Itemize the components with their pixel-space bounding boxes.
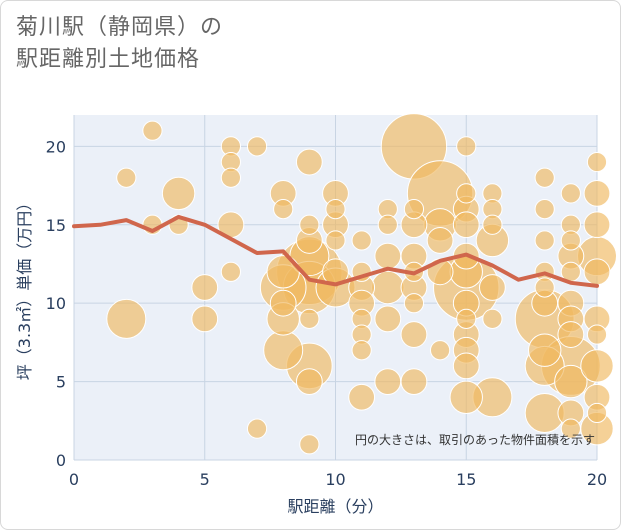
bubble-point [246,418,268,439]
bubble-point [482,214,503,235]
x-tick-label: 5 [200,470,210,489]
chart-title: 菊川駅（静岡県）の 駅距離別土地価格 [16,12,223,76]
bubble-point [479,274,506,301]
bubble-point [325,230,346,251]
x-axis-ticks: 0 5 10 15 20 [69,470,607,489]
bubble-point [266,255,300,289]
bubble-point [400,368,428,395]
bubble-point [351,340,372,361]
bubble-point [400,321,428,348]
bubble-point [263,330,304,371]
bubble-point [449,380,483,414]
y-tick-label: 10 [46,294,66,313]
bubble-point [583,180,611,207]
bubble-point [403,293,425,314]
bubble-point [534,167,555,188]
bubble-point [191,305,219,333]
bubble-point [528,333,562,367]
bubble-point [325,198,346,220]
bubble-point [403,198,425,220]
bubble-point [374,368,402,395]
bubble-point [299,434,320,455]
y-tick-label: 0 [56,451,66,470]
bubble-point [161,176,196,211]
bubble-point [273,198,294,220]
bubble-point [220,261,241,282]
y-tick-label: 15 [46,216,66,235]
bubble-point [106,298,147,339]
x-tick-label: 10 [325,470,345,489]
bubble-point [191,274,219,301]
bubble-point [557,321,585,348]
bubble-point [299,308,320,329]
bubble-point [374,242,402,270]
bubble-point [560,183,581,204]
bubble-point [371,270,405,305]
bubble-point [374,305,402,333]
bubble-point [116,167,137,188]
bubble-point [456,183,477,204]
bubble-point [348,383,376,411]
bubble-point [377,214,398,235]
bubble-point [554,364,588,399]
bubble-point [295,148,323,176]
chart-title-line1: 菊川駅（静岡県）の [16,15,224,40]
bubble-point [246,136,268,157]
bubble-point [220,167,241,188]
y-axis-ticks: 0 5 10 15 20 [46,137,66,470]
bubble-point [583,211,611,239]
bubble-point [586,402,608,424]
bubble-point [534,230,555,251]
y-axis-title: 坪（3.3㎡）単価（万円） [15,195,34,380]
x-tick-label: 15 [456,470,476,489]
bubble-point [580,349,614,383]
y-tick-label: 20 [46,137,66,156]
x-tick-label: 0 [69,470,79,489]
x-tick-label: 20 [587,470,607,489]
bubble-point [426,227,454,254]
bubble-point [456,308,477,329]
bubble-point [560,418,581,439]
bubble-point [482,308,503,329]
bubble-point [560,230,581,251]
size-annotation: 円の大きさは、取引のあった物件面積を示す [355,432,595,447]
bubble-point [351,230,372,251]
trend-line [72,214,599,288]
bubble-point [583,258,611,286]
bubble-series [106,113,617,455]
bubble-point [295,368,323,395]
bubble-point [534,277,555,298]
bubble-point [452,352,480,380]
bubble-point [142,120,163,141]
bubble-point [452,211,480,239]
bubble-point [586,324,608,345]
bubble-point [269,289,297,317]
chart-title-line2: 駅距離別土地価格 [16,47,201,72]
bubble-point [299,214,320,235]
bubble-point [586,151,608,173]
bubble-point [430,340,451,361]
x-axis-title: 駅距離（分） [287,497,383,516]
y-tick-label: 5 [56,373,66,392]
bubble-point [534,198,555,220]
bubble-point [456,136,477,157]
